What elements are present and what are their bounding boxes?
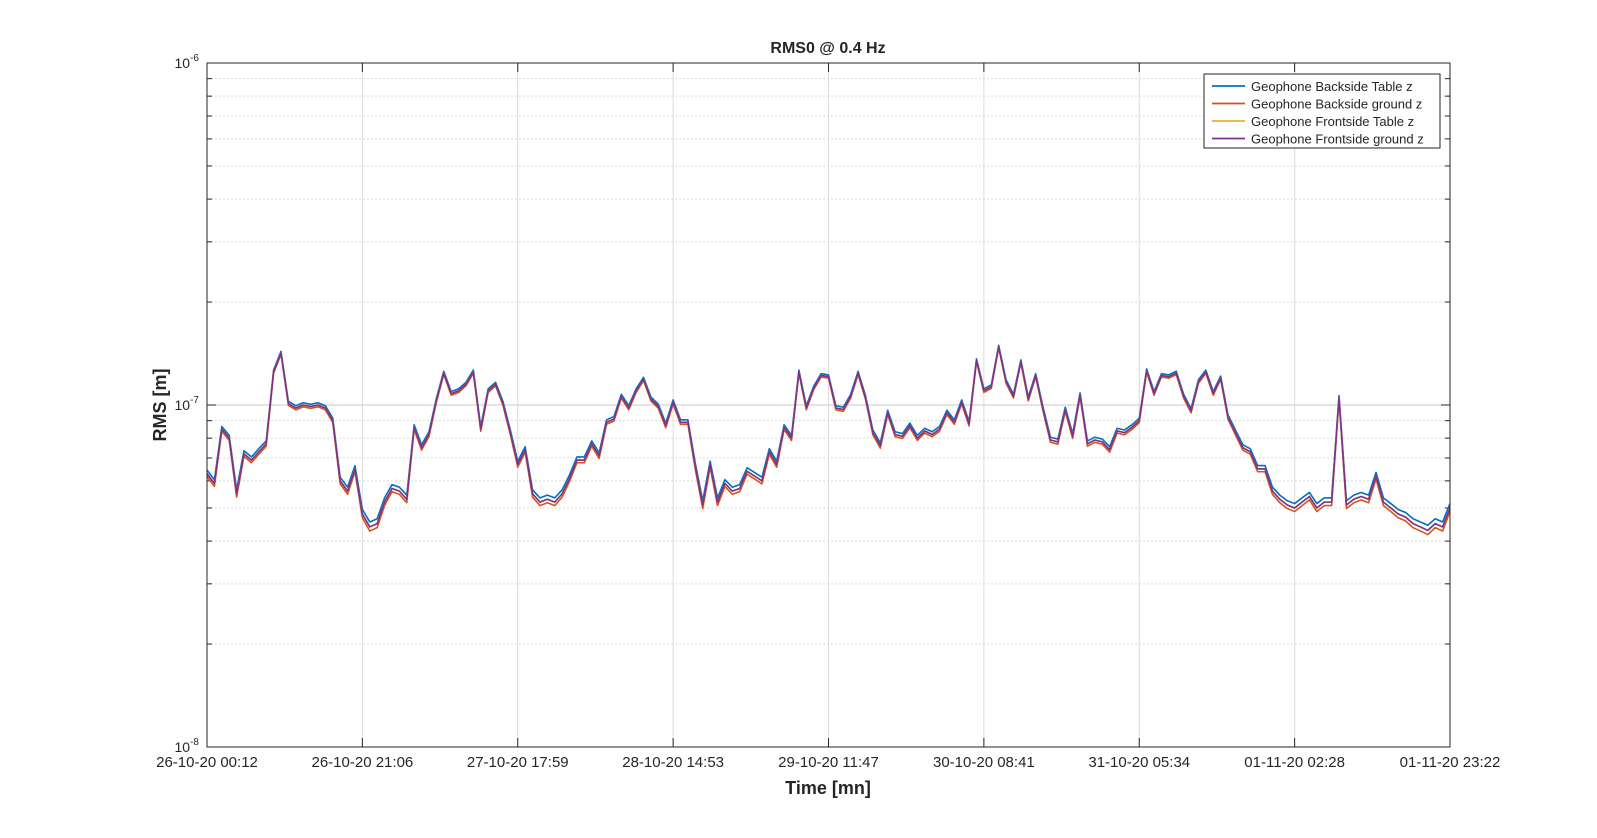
x-tick-label: 31-10-20 05:34	[1088, 754, 1190, 771]
x-tick-label: 27-10-20 17:59	[467, 754, 569, 771]
x-tick-labels: 26-10-20 00:12 26-10-20 21:06 27-10-20 17:…	[156, 754, 1500, 771]
legend-label: Geophone Backside Table z	[1251, 79, 1413, 94]
series-line-4	[206, 345, 1451, 532]
legend-label: Geophone Backside ground z	[1251, 97, 1422, 112]
legend: Geophone Backside Table z Geophone Backsi…	[1203, 73, 1441, 149]
x-tick-label: 29-10-20 11:47	[778, 754, 879, 771]
y-tick-label: 10-8	[175, 737, 200, 755]
x-tick-label: 26-10-20 00:12	[156, 754, 258, 771]
x-tick-label: 30-10-20 08:41	[933, 754, 1035, 771]
series-line-1	[206, 344, 1451, 527]
legend-label: Geophone Frontside ground z	[1251, 132, 1424, 147]
y-tick-labels: 10-8 10-7 10-6	[175, 53, 200, 755]
y-axis-label: RMS [m]	[150, 369, 170, 442]
plot-frame	[206, 62, 1451, 748]
x-tick-label: 01-11-20 23:22	[1400, 754, 1501, 771]
x-tick-label: 01-11-20 02:28	[1244, 754, 1345, 771]
series-lines	[206, 344, 1451, 536]
x-axis-label: Time [mn]	[785, 778, 871, 798]
legend-label: Geophone Frontside Table z	[1251, 114, 1414, 129]
x-tick-label: 28-10-20 14:53	[622, 754, 724, 771]
chart-title: RMS0 @ 0.4 Hz	[770, 40, 885, 57]
y-tick-label: 10-7	[175, 395, 200, 413]
x-tick-label: 26-10-20 21:06	[312, 754, 414, 771]
y-tick-label: 10-6	[175, 53, 200, 71]
